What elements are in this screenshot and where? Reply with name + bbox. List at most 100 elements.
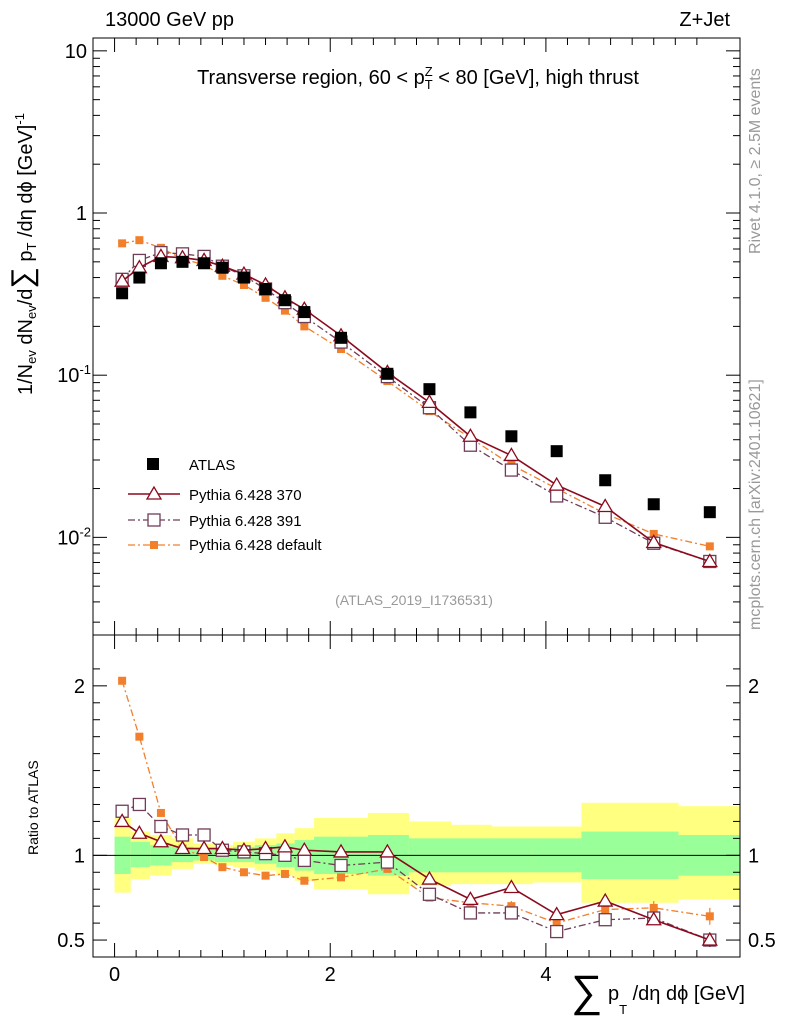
ratio-point-p391 — [463, 906, 478, 920]
data-point-pdefault — [300, 322, 309, 331]
ratio-point-p370 — [195, 840, 213, 855]
ratio-point-pdefault — [383, 864, 392, 873]
y-tick-label: 10-2 — [57, 525, 91, 550]
data-point-atlas — [381, 367, 394, 380]
data-point-atlas — [647, 498, 660, 511]
ratio-point-p370 — [235, 841, 253, 856]
data-point-pdefault — [280, 306, 289, 315]
ratio-point-p391 — [550, 924, 564, 939]
data-point-atlas — [116, 287, 129, 300]
ratio-point-p391 — [504, 906, 519, 920]
ratio-point-p370 — [214, 840, 231, 855]
data-point-pdefault — [135, 236, 144, 245]
ratio-point-pdefault — [118, 676, 127, 685]
ratio-point-pdefault — [337, 873, 346, 882]
ratio-point-p370 — [548, 906, 565, 921]
data-point-pdefault — [705, 542, 714, 551]
ratio-point-p370 — [174, 840, 191, 855]
ratio-point-p391 — [422, 887, 437, 901]
ratio-point-pdefault — [200, 853, 209, 862]
data-point-atlas — [133, 271, 146, 284]
data-point-atlas — [599, 474, 612, 487]
data-point-p370 — [503, 447, 520, 462]
data-point-atlas — [278, 294, 291, 307]
ratio-series-p391 — [115, 797, 717, 947]
ratio-plot-frame — [92, 634, 741, 958]
ratio-point-p370 — [276, 838, 294, 853]
legend: ATLAS Pythia 6.428 370 Pythia 6.428 391 … — [128, 457, 322, 554]
ratio-point-p391 — [297, 853, 312, 868]
ratio-y-tick-label: 0.5 — [57, 930, 85, 952]
series-atlas — [116, 255, 716, 519]
legend-label-atlas: ATLAS — [189, 457, 235, 474]
data-point-atlas — [423, 383, 436, 396]
data-point-pdefault — [337, 345, 346, 354]
ratio-point-p370 — [332, 843, 350, 858]
ratio-point-p370 — [152, 833, 170, 848]
data-point-p370 — [421, 394, 438, 409]
data-point-p370 — [548, 476, 565, 491]
ratio-point-p370 — [113, 813, 131, 828]
analysis-label: (ATLAS_2019_I1736531) — [335, 592, 493, 608]
ratio-point-p370 — [257, 840, 274, 855]
ratio-y-tick-label-right: 2 — [748, 676, 759, 698]
ratio-point-p391 — [154, 819, 168, 834]
energy-label: 13000 GeV pp — [105, 9, 234, 31]
data-point-atlas — [464, 406, 477, 419]
rivet-label: Rivet 4.1.0, ≥ 2.5M events — [747, 68, 764, 254]
data-point-p370 — [597, 498, 614, 513]
data-point-p391 — [504, 463, 519, 477]
ratio-point-pdefault — [601, 905, 610, 914]
data-point-pdefault — [649, 529, 658, 538]
legend-label-391: Pythia 6.428 391 — [189, 513, 302, 530]
ratio-point-p370 — [462, 891, 479, 906]
ratio-point-p370 — [645, 911, 662, 926]
data-point-pdefault — [239, 280, 248, 289]
ratio-point-p391 — [598, 913, 612, 927]
ratio-point-p391 — [175, 828, 190, 842]
ratio-series-p370 — [113, 813, 718, 947]
ratio-y-tick-label-right: 0.5 — [748, 930, 776, 952]
data-point-p391 — [598, 510, 612, 524]
data-point-atlas — [154, 257, 167, 270]
ratio-y-tick-label: 1 — [74, 845, 85, 867]
ratio-point-pdefault — [507, 902, 516, 911]
x-tick-label: 2 — [325, 964, 336, 986]
data-point-atlas — [216, 261, 229, 274]
top-y-axis-label: 1/Nev dNev/d∑ pT /dη dϕ [GeV]-1 — [6, 113, 39, 395]
ratio-point-p391 — [380, 855, 395, 869]
mcplots-label: mcplots.cern.ch [arXiv:2401.10621] — [747, 379, 764, 630]
ratio-point-pdefault — [280, 869, 289, 878]
legend-marker-370 — [145, 485, 163, 500]
legend-label-370: Pythia 6.428 370 — [189, 487, 302, 504]
data-point-atlas — [176, 255, 189, 268]
data-point-p391 — [550, 489, 564, 503]
ratio-point-p391 — [132, 797, 147, 812]
ratio-point-p391 — [197, 828, 211, 842]
x-tick-label: 0 — [109, 964, 120, 986]
ratio-point-p370 — [597, 892, 614, 907]
data-point-p370 — [645, 534, 662, 549]
legend-marker-391 — [147, 513, 161, 527]
ratio-y-tick-label: 2 — [74, 676, 85, 698]
legend-label-default: Pythia 6.428 default — [189, 537, 322, 554]
x-axis-label: ∑ pT /dη dϕ [GeV] — [571, 967, 745, 1017]
y-tick-label: 1 — [76, 203, 87, 225]
band-inner-segment — [130, 841, 151, 868]
data-point-pdefault — [261, 293, 270, 302]
ratio-point-p370 — [131, 824, 148, 839]
ratio-point-pdefault — [300, 876, 309, 885]
data-point-atlas — [550, 445, 563, 458]
ratio-series-pdefault — [118, 676, 714, 929]
x-tick-label: 4 — [540, 964, 551, 986]
ratio-point-p391 — [334, 858, 348, 873]
data-point-atlas — [237, 271, 250, 284]
ratio-point-p370 — [421, 870, 438, 885]
ratio-y-axis-label: Ratio to ATLAS — [25, 760, 41, 855]
ratio-point-pdefault — [239, 868, 248, 877]
y-tick-label: 10 — [65, 41, 87, 63]
data-point-p370 — [701, 553, 718, 568]
ratio-point-pdefault — [649, 903, 658, 912]
y-tick-label: 10-1 — [57, 362, 91, 387]
